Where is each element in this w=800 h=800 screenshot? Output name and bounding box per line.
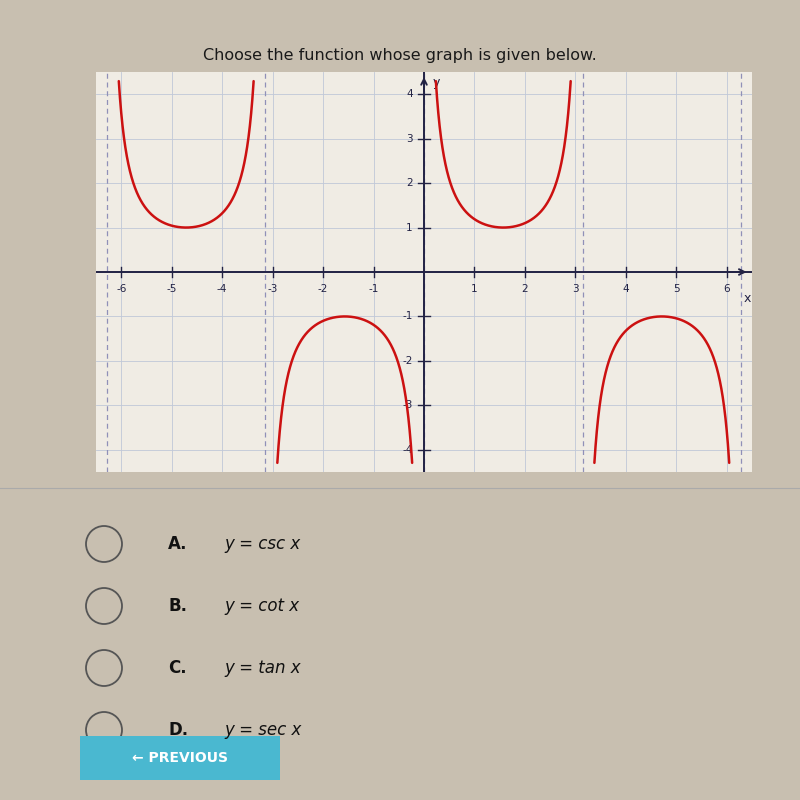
Text: y = cot x: y = cot x bbox=[224, 597, 299, 615]
Text: y = sec x: y = sec x bbox=[224, 721, 302, 739]
Text: y = csc x: y = csc x bbox=[224, 535, 300, 553]
Text: y: y bbox=[433, 75, 441, 89]
Text: 2: 2 bbox=[522, 285, 528, 294]
Text: y = tan x: y = tan x bbox=[224, 659, 301, 677]
Text: 2: 2 bbox=[406, 178, 413, 188]
Text: 4: 4 bbox=[406, 90, 413, 99]
Text: B.: B. bbox=[168, 597, 187, 615]
Text: -1: -1 bbox=[368, 285, 378, 294]
Text: ← PREVIOUS: ← PREVIOUS bbox=[132, 751, 228, 765]
Text: 5: 5 bbox=[673, 285, 680, 294]
Text: 1: 1 bbox=[406, 222, 413, 233]
Text: D.: D. bbox=[168, 721, 188, 739]
Text: -4: -4 bbox=[217, 285, 227, 294]
Text: C.: C. bbox=[168, 659, 186, 677]
Text: -4: -4 bbox=[402, 445, 413, 454]
Text: -2: -2 bbox=[402, 356, 413, 366]
Text: 4: 4 bbox=[622, 285, 629, 294]
Text: 1: 1 bbox=[471, 285, 478, 294]
Text: x: x bbox=[743, 292, 750, 305]
Text: -3: -3 bbox=[402, 400, 413, 410]
Text: -5: -5 bbox=[166, 285, 177, 294]
Text: -1: -1 bbox=[402, 311, 413, 322]
Text: 3: 3 bbox=[406, 134, 413, 144]
Text: 6: 6 bbox=[723, 285, 730, 294]
Text: 3: 3 bbox=[572, 285, 578, 294]
Text: -3: -3 bbox=[267, 285, 278, 294]
Text: Choose the function whose graph is given below.: Choose the function whose graph is given… bbox=[203, 48, 597, 63]
Text: -2: -2 bbox=[318, 285, 328, 294]
Text: -6: -6 bbox=[116, 285, 126, 294]
Text: A.: A. bbox=[168, 535, 187, 553]
